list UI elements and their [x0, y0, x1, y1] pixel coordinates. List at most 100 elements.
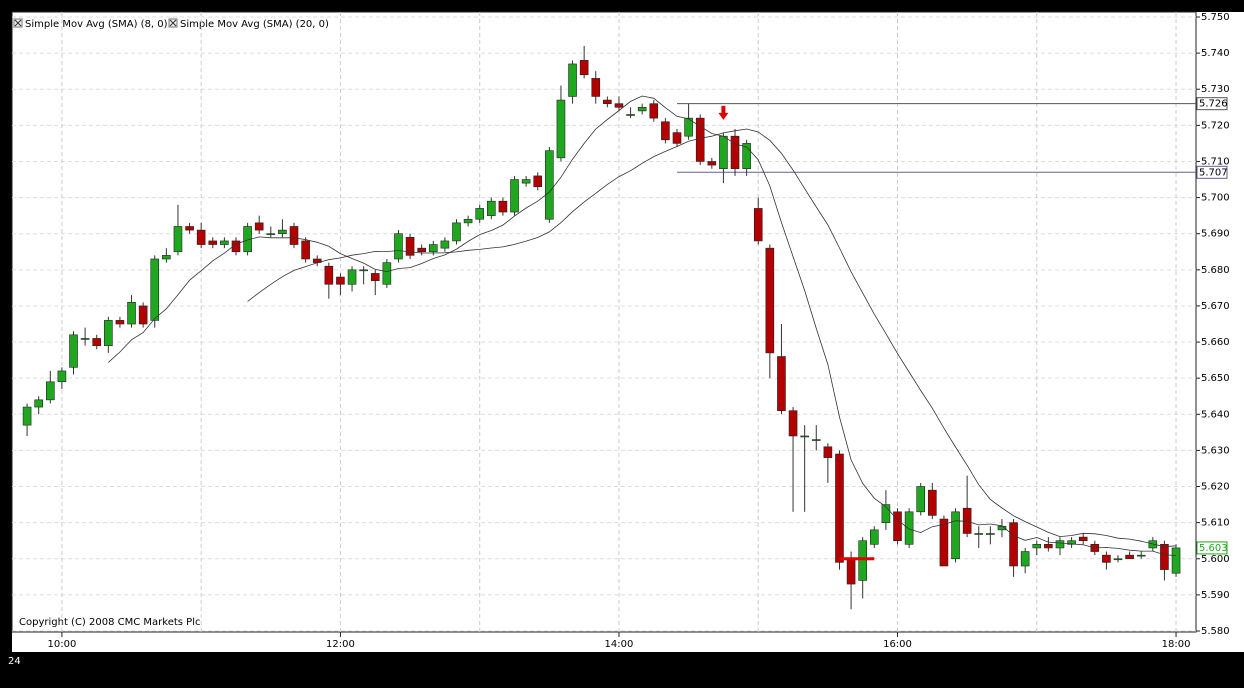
candle-body — [568, 63, 577, 97]
candle-body — [301, 240, 310, 260]
y-tick-label: 5.740 — [1201, 48, 1230, 59]
candle-body — [765, 247, 775, 354]
sma-line — [108, 95, 1177, 556]
candle-body — [753, 208, 763, 242]
y-tick-label: 5.750 — [1201, 12, 1230, 23]
candle-body — [904, 511, 914, 545]
candle-body — [1102, 554, 1111, 563]
candle-body — [22, 406, 32, 426]
candle-body — [1067, 540, 1076, 545]
candle-body — [1032, 544, 1042, 549]
candle-body — [150, 258, 160, 321]
legend-item[interactable]: Simple Mov Avg (SMA) (8, 0) — [25, 19, 168, 30]
candle-body — [858, 540, 867, 581]
y-tick-label: 5.650 — [1201, 373, 1230, 384]
candle-body — [463, 218, 473, 224]
candle-body — [254, 222, 264, 231]
y-tick-label: 5.730 — [1201, 84, 1230, 95]
candle-body — [1160, 544, 1169, 570]
candle-body — [835, 453, 844, 563]
y-tick-label: 5.710 — [1201, 156, 1230, 167]
y-tick-label: 5.580 — [1201, 626, 1230, 637]
candle-body — [846, 558, 856, 585]
candle-body — [127, 302, 136, 325]
plot-area — [11, 11, 1197, 633]
y-tick-label: 5.640 — [1201, 409, 1230, 420]
candle-body — [545, 150, 554, 220]
candle-body — [1055, 540, 1065, 549]
candle-body — [208, 240, 218, 245]
candle-body — [428, 244, 438, 253]
candle-body — [626, 114, 635, 116]
candle-body — [672, 132, 682, 144]
candle-body — [951, 511, 960, 560]
candle-body — [278, 229, 287, 235]
candle-body — [916, 486, 926, 513]
candle-body — [382, 262, 392, 285]
candle-body — [742, 143, 751, 169]
candle-body — [603, 99, 612, 104]
candle-body — [417, 247, 426, 253]
corner-label: 24 — [8, 656, 21, 667]
candle-body — [695, 117, 705, 162]
level-box — [1196, 165, 1228, 179]
candle-body — [893, 511, 902, 542]
x-tick-label: 14:00 — [605, 639, 634, 650]
last-price-box — [1196, 541, 1228, 555]
legend-item[interactable]: Simple Mov Avg (SMA) (20, 0) — [180, 19, 329, 30]
candle-body — [487, 200, 496, 216]
candle-body — [394, 233, 403, 260]
x-tick-label: 16:00 — [883, 639, 912, 650]
legend: Simple Mov Avg (SMA) (8, 0) Simple Mov A… — [13, 18, 329, 30]
candle-body — [69, 334, 78, 368]
candle-body — [1009, 522, 1018, 567]
y-tick-label: 5.720 — [1201, 120, 1230, 131]
candle-body — [986, 533, 995, 535]
candle-body — [92, 338, 102, 346]
level-box — [1196, 97, 1228, 111]
y-tick-label: 5.660 — [1201, 337, 1230, 348]
legend-check — [169, 19, 177, 27]
candle-body — [881, 504, 891, 523]
candle-body — [788, 410, 798, 437]
candle-body — [231, 240, 241, 253]
y-tick-label: 5.590 — [1201, 590, 1230, 601]
y-tick-label: 5.700 — [1201, 193, 1230, 204]
y-tick-label: 5.620 — [1201, 482, 1230, 493]
candle-body — [1171, 547, 1181, 574]
candle-body — [104, 320, 113, 346]
y-tick-label: 5.670 — [1201, 301, 1230, 312]
candle-body — [649, 103, 659, 119]
candle-body — [405, 237, 415, 256]
candle-body — [162, 255, 171, 260]
candle-body — [196, 229, 206, 245]
candle-body — [811, 439, 821, 441]
candles — [22, 45, 1181, 610]
y-tick-label: 5.690 — [1201, 229, 1230, 240]
last-price-label: 5.603 — [1199, 543, 1228, 554]
candle-body — [220, 240, 229, 245]
candle-body — [347, 269, 357, 285]
candle-body — [57, 370, 67, 383]
candle-body — [1136, 554, 1146, 557]
candle-body — [370, 273, 380, 281]
arrow-marker — [718, 105, 729, 120]
candle-body — [777, 356, 786, 411]
candle-body — [336, 276, 345, 285]
candle-body — [1078, 536, 1088, 542]
x-tick-label: 18:00 — [1162, 639, 1191, 650]
copyright: Copyright (C) 2008 CMC Markets Plc — [19, 617, 200, 628]
candle-body — [1044, 544, 1053, 549]
candle-body — [869, 529, 879, 545]
candle-body — [80, 338, 90, 340]
candle-body — [266, 233, 276, 236]
candle-body — [730, 135, 740, 169]
candle-body — [707, 161, 717, 166]
candle-body — [1113, 558, 1123, 561]
candle-body — [475, 208, 485, 220]
candle-body — [637, 106, 647, 112]
candle-body — [498, 200, 508, 213]
candle-body — [452, 222, 461, 242]
legend-check — [14, 19, 22, 27]
